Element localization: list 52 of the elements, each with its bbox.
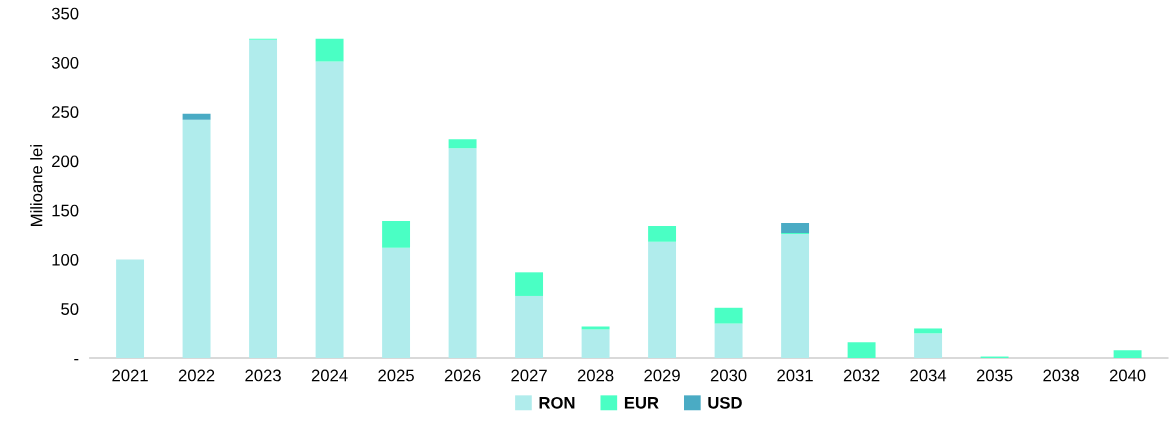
x-tick-label: 2028 bbox=[577, 369, 614, 382]
x-tick-label: 2035 bbox=[976, 369, 1013, 382]
x-tick-label: 2032 bbox=[843, 369, 880, 382]
bar bbox=[249, 39, 278, 359]
bar bbox=[847, 342, 876, 359]
bar bbox=[182, 119, 211, 359]
bar bbox=[382, 221, 411, 248]
legend-label: RON bbox=[539, 396, 575, 409]
bar bbox=[1113, 350, 1142, 359]
bar bbox=[116, 259, 145, 359]
y-tick-label: 100 bbox=[52, 253, 79, 266]
x-tick-label: 2034 bbox=[910, 369, 947, 382]
bar bbox=[648, 226, 677, 242]
bar bbox=[581, 329, 610, 359]
bar bbox=[714, 323, 743, 359]
legend-label: USD bbox=[708, 396, 742, 409]
x-tick-label: 2038 bbox=[1043, 369, 1079, 382]
bar bbox=[515, 295, 544, 359]
x-tick-label: 2022 bbox=[178, 369, 215, 382]
x-tick-label: 2030 bbox=[710, 369, 747, 382]
x-tick-label: 2023 bbox=[245, 369, 281, 382]
x-tick-label: 2021 bbox=[112, 369, 148, 382]
bar bbox=[515, 272, 544, 296]
x-tick-label: 2026 bbox=[444, 369, 481, 382]
y-tick-label: 350 bbox=[51, 7, 79, 20]
bar bbox=[581, 326, 610, 330]
bar bbox=[914, 333, 943, 359]
x-tick-label: 2024 bbox=[311, 369, 348, 382]
bar bbox=[448, 139, 477, 149]
bar bbox=[182, 113, 211, 120]
y-axis-title: Milioane lei bbox=[30, 145, 43, 226]
y-tick-label: 250 bbox=[52, 106, 79, 118]
bar bbox=[914, 328, 943, 334]
y-tick-label: 200 bbox=[52, 155, 79, 168]
bar bbox=[714, 307, 743, 324]
x-tick-label: 2027 bbox=[511, 369, 547, 382]
legend-label: EUR bbox=[624, 397, 659, 409]
x-tick-label: 2025 bbox=[378, 369, 414, 382]
y-tick-label: 300 bbox=[51, 56, 79, 69]
bar bbox=[781, 233, 810, 359]
bar bbox=[315, 61, 344, 359]
x-tick-label: 2040 bbox=[1109, 369, 1146, 382]
bar bbox=[382, 247, 411, 359]
bar bbox=[648, 241, 677, 359]
y-tick-label: 50 bbox=[61, 303, 79, 315]
x-tick-label: 2031 bbox=[777, 369, 813, 382]
x-tick-label: 2029 bbox=[644, 369, 680, 382]
y-tick-label: - bbox=[74, 358, 79, 361]
bar bbox=[315, 38, 344, 62]
bar bbox=[448, 148, 477, 359]
bar bbox=[781, 223, 810, 233]
y-tick-label: 150 bbox=[52, 204, 79, 217]
